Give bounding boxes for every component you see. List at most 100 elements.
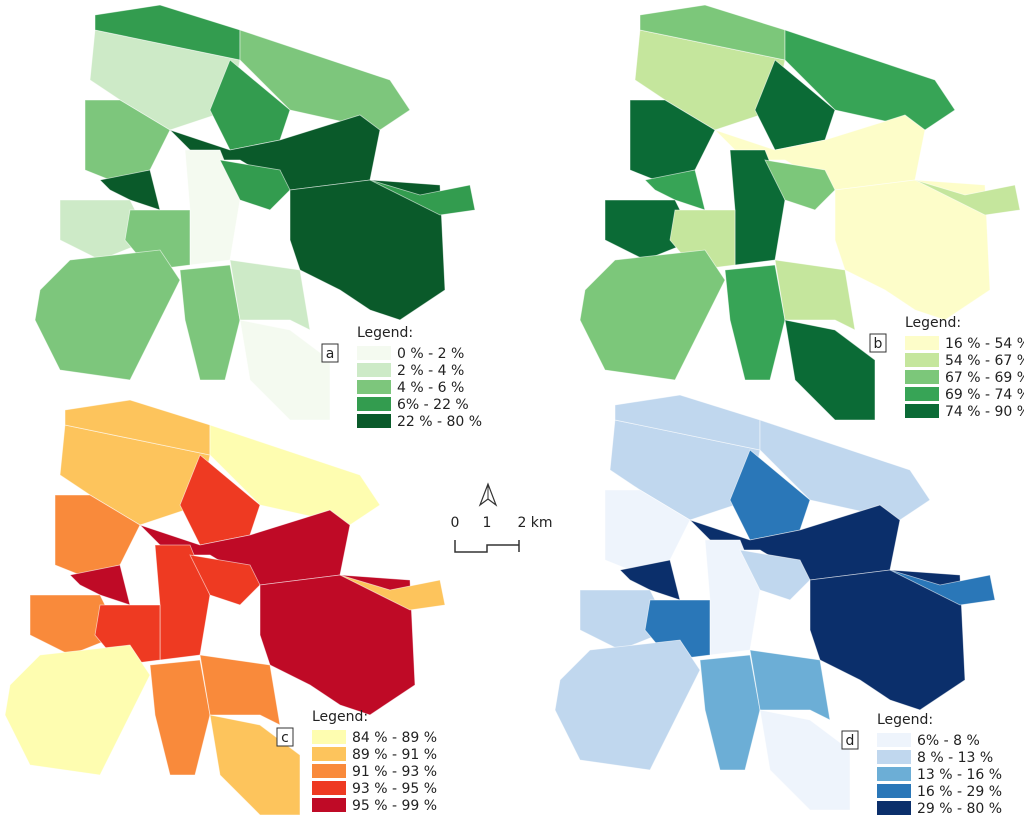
legend-label: 89 % - 91 % xyxy=(352,747,437,763)
panel-label-box xyxy=(321,343,339,363)
scale-label: 1 xyxy=(483,515,492,531)
legend-swatch xyxy=(357,363,391,377)
district xyxy=(239,29,411,131)
district xyxy=(239,319,331,421)
district xyxy=(4,644,151,776)
legend-label: 54 % - 67 % xyxy=(945,353,1024,369)
legend-label: 6% - 8 % xyxy=(917,733,980,749)
legend-swatch xyxy=(312,764,346,778)
legend-label: 29 % - 80 % xyxy=(917,801,1002,817)
district xyxy=(834,179,991,321)
legend-title: Legend: xyxy=(312,709,368,725)
district xyxy=(29,594,121,656)
district xyxy=(149,659,211,776)
legend-title: Legend: xyxy=(357,325,413,341)
district xyxy=(199,654,281,726)
district xyxy=(579,249,726,381)
legend-swatch xyxy=(877,801,911,815)
panel-label: a xyxy=(326,346,335,362)
district xyxy=(759,709,851,811)
district xyxy=(764,159,836,211)
legend-swatch xyxy=(312,747,346,761)
district xyxy=(809,569,966,711)
panel-label-box xyxy=(869,333,887,353)
district xyxy=(774,259,856,331)
legend-swatch xyxy=(905,370,939,384)
district xyxy=(34,249,181,381)
map-panel xyxy=(34,4,476,421)
district xyxy=(289,179,446,321)
north-arrow xyxy=(478,482,498,507)
district xyxy=(749,649,831,721)
legend-swatch xyxy=(357,414,391,428)
legend-title: Legend: xyxy=(877,712,933,728)
legend-label: 16 % - 29 % xyxy=(917,784,1002,800)
legend-label: 16 % - 54 % xyxy=(945,336,1024,352)
legend-label: 67 % - 69 % xyxy=(945,370,1024,386)
legend-label: 22 % - 80 % xyxy=(397,414,482,430)
district xyxy=(339,574,446,611)
legend-swatch xyxy=(905,353,939,367)
legend-label: 74 % - 90 % xyxy=(945,404,1024,420)
map-panel xyxy=(4,399,446,816)
district xyxy=(604,199,696,261)
legend-swatch xyxy=(905,336,939,350)
district xyxy=(739,549,811,601)
district xyxy=(784,29,956,131)
legend-label: 2 % - 4 % xyxy=(397,363,464,379)
district xyxy=(784,319,876,421)
district xyxy=(99,169,161,211)
legend-swatch xyxy=(312,730,346,744)
district xyxy=(644,169,706,211)
district xyxy=(724,264,786,381)
district xyxy=(699,654,761,771)
legend-swatch xyxy=(877,767,911,781)
district xyxy=(554,639,701,771)
legend-swatch xyxy=(905,387,939,401)
district xyxy=(889,569,996,606)
legend-swatch xyxy=(312,781,346,795)
legend-label: 6% - 22 % xyxy=(397,397,469,413)
legend-label: 8 % - 13 % xyxy=(917,750,993,766)
district xyxy=(59,199,151,261)
district xyxy=(189,554,261,606)
district xyxy=(209,424,381,526)
scale-bar xyxy=(454,540,520,553)
legend-swatch xyxy=(357,397,391,411)
district xyxy=(579,589,671,651)
panel-label-box xyxy=(276,727,294,747)
map-panel xyxy=(579,4,1021,421)
legend-label: 0 % - 2 % xyxy=(397,346,464,362)
legend-swatch xyxy=(877,733,911,747)
legend-swatch xyxy=(357,346,391,360)
panel-label-box xyxy=(841,730,859,750)
district xyxy=(229,259,311,331)
legend-swatch xyxy=(357,380,391,394)
legend-label: 93 % - 95 % xyxy=(352,781,437,797)
district xyxy=(914,179,1021,216)
panel-label: b xyxy=(874,336,883,352)
scale-label: 0 xyxy=(451,515,460,531)
district xyxy=(759,419,931,521)
legend-swatch xyxy=(877,784,911,798)
legend-label: 84 % - 89 % xyxy=(352,730,437,746)
legend-label: 13 % - 16 % xyxy=(917,767,1002,783)
map-panel xyxy=(554,394,996,811)
legend-swatch xyxy=(905,404,939,418)
district xyxy=(259,574,416,716)
panel-label: d xyxy=(846,733,855,749)
district xyxy=(219,159,291,211)
legend-label: 69 % - 74 % xyxy=(945,387,1024,403)
district xyxy=(69,564,131,606)
district xyxy=(619,559,681,601)
scale-label: 2 km xyxy=(517,515,552,531)
legend-label: 95 % - 99 % xyxy=(352,798,437,814)
legend-swatch xyxy=(312,798,346,812)
legend-swatch xyxy=(877,750,911,764)
legend-label: 91 % - 93 % xyxy=(352,764,437,780)
legend-title: Legend: xyxy=(905,315,961,331)
panel-label: c xyxy=(281,730,289,746)
legend-label: 4 % - 6 % xyxy=(397,380,464,396)
district xyxy=(369,179,476,216)
